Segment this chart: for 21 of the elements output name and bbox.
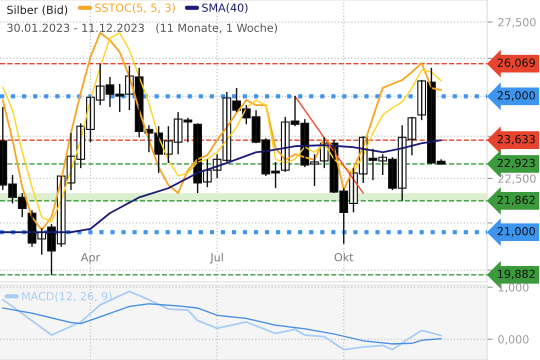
ref-line-label: 21,862 (498, 196, 535, 206)
x-tick-label: Apr (80, 253, 100, 264)
y-tick-label: 1,000 (498, 283, 529, 293)
text: 30.01.2023 - 11.12.2023 (11 Monate, 1 Woche) (7, 23, 277, 34)
x-tick-label: Okt (334, 252, 354, 262)
y-tick-label: 22,500 (498, 174, 536, 184)
line-series (2, 290, 442, 351)
ref-line-label: 19,882 (498, 270, 535, 280)
x-tick-label: Jul (210, 252, 223, 264)
legend-label: SSTOC(5, 5, 3) (95, 3, 175, 14)
ref-line-label: 26,069 (498, 58, 535, 68)
chart-title: Silber (Bid) (7, 5, 68, 16)
ref-line-label: 25,000 (498, 91, 535, 101)
ref-line-label: 21,000 (498, 227, 535, 237)
legend-label: SMA(40) (202, 3, 248, 14)
ref-line-label: 22,923 (498, 158, 535, 168)
line-series (2, 303, 442, 345)
ref-line-label: 23,633 (498, 134, 535, 145)
y-tick-label: 0,000 (498, 335, 529, 345)
line-series (0, 139, 442, 234)
y-tick-label: 27,500 (498, 18, 536, 28)
